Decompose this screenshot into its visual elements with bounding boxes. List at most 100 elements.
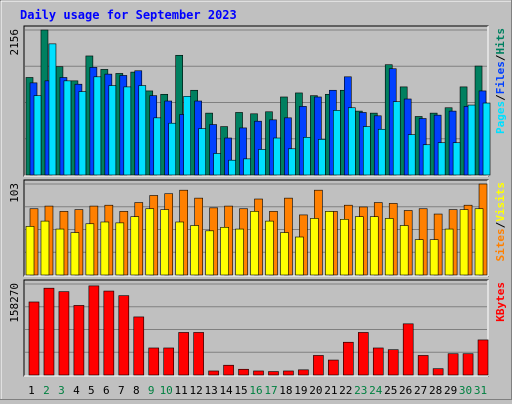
bar-kbytes-day-7 <box>118 295 130 376</box>
bar-kbytes-day-14 <box>223 364 234 376</box>
legend-part: / <box>494 94 507 101</box>
y-max-label: 2156 <box>8 29 21 56</box>
bar-sites-day-16 <box>250 211 259 276</box>
x-tick-label: 25 <box>384 384 397 397</box>
bar-pages-day-1 <box>33 95 42 176</box>
x-tick-label: 5 <box>88 384 95 397</box>
bar-pages-day-2 <box>48 43 57 176</box>
x-tick-label: 26 <box>399 384 412 397</box>
x-tick-label: 2 <box>43 384 50 397</box>
series-pages <box>33 43 491 176</box>
y-max-label: 103 <box>8 183 21 203</box>
chart-title: Daily usage for September 2023 <box>20 8 237 22</box>
x-tick-label: 28 <box>429 384 442 397</box>
bar-pages-day-16 <box>258 149 266 176</box>
bar-pages-day-7 <box>123 86 132 176</box>
bar-pages-day-18 <box>288 148 296 176</box>
bar-pages-day-13 <box>213 153 221 176</box>
x-tick-label: 13 <box>204 384 217 397</box>
bar-sites-day-21 <box>325 211 334 276</box>
bar-kbytes-day-4 <box>73 305 85 376</box>
bar-files-day-20 <box>314 96 322 176</box>
bar-kbytes-day-6 <box>103 290 115 376</box>
bar-kbytes-day-18 <box>283 370 294 376</box>
bar-sites-day-29 <box>444 228 454 276</box>
bar-sites-day-17 <box>265 220 274 276</box>
bar-kbytes-day-10 <box>163 347 175 376</box>
bar-kbytes-day-22 <box>343 341 354 376</box>
bar-sites-day-28 <box>429 239 439 276</box>
x-tick-label: 15 <box>234 384 247 397</box>
x-tick-label: 21 <box>324 384 337 397</box>
x-tick-label: 27 <box>414 384 427 397</box>
bar-sites-day-14 <box>220 226 229 276</box>
bar-pages-day-25 <box>392 101 401 176</box>
x-tick-label: 30 <box>459 384 472 397</box>
bar-pages-day-8 <box>138 85 147 176</box>
legend-part: / <box>494 221 507 228</box>
legend-part: KBytes <box>494 282 507 322</box>
bar-sites-day-30 <box>459 209 469 276</box>
x-tick-label: 16 <box>249 384 262 397</box>
bar-kbytes-day-15 <box>238 368 249 376</box>
bar-kbytes-day-21 <box>328 359 339 376</box>
chart-panels: 2156 Pages/Files/Hits 103 Sites/Visits 15827… <box>8 25 507 377</box>
legend-part: Files <box>494 61 507 94</box>
bar-kbytes-day-12 <box>193 332 204 376</box>
bar-kbytes-day-11 <box>178 332 189 376</box>
x-tick-label: 20 <box>309 384 322 397</box>
bar-sites-day-23 <box>354 216 364 276</box>
bar-pages-day-28 <box>437 142 446 176</box>
bar-kbytes-day-16 <box>253 370 264 376</box>
bar-sites-day-31 <box>474 208 484 276</box>
bar-sites-day-27 <box>414 239 424 276</box>
bar-pages-day-19 <box>303 137 311 176</box>
bar-pages-day-22 <box>348 107 356 176</box>
x-tick-label: 8 <box>133 384 140 397</box>
panel-legend: Pages/Files/Hits <box>494 28 507 134</box>
bar-sites-day-6 <box>100 221 110 276</box>
bar-pages-day-26 <box>407 134 416 176</box>
bar-pages-day-29 <box>452 142 461 176</box>
bar-kbytes-day-28 <box>432 368 444 376</box>
x-tick-label: 6 <box>103 384 110 397</box>
bar-pages-day-20 <box>318 139 326 176</box>
x-tick-label: 31 <box>474 384 487 397</box>
bar-kbytes-day-17 <box>268 371 279 376</box>
bar-kbytes-day-2 <box>43 287 55 376</box>
bar-pages-day-31 <box>482 102 491 176</box>
x-tick-label: 10 <box>160 384 173 397</box>
x-tick-label: 3 <box>58 384 65 397</box>
series-files <box>29 67 487 176</box>
bar-sites-day-20 <box>310 218 319 276</box>
bar-kbytes-day-24 <box>372 347 384 376</box>
x-tick-label: 29 <box>444 384 457 397</box>
legend-part: Sites <box>494 228 507 261</box>
legend-part: Hits <box>494 28 507 55</box>
bar-sites-day-12 <box>190 225 199 276</box>
bar-pages-day-14 <box>228 159 236 176</box>
panel-legend: Sites/Visits <box>494 182 507 262</box>
x-tick-label: 1 <box>28 384 35 397</box>
bar-kbytes-day-19 <box>298 369 309 376</box>
bar-files-day-18 <box>284 117 292 176</box>
legend-part: / <box>494 54 507 61</box>
series-kbytes <box>28 285 489 376</box>
panel-visits-sites: 103 Sites/Visits <box>8 179 507 277</box>
bar-pages-day-21 <box>333 110 341 176</box>
x-tick-label: 23 <box>354 384 367 397</box>
x-tick-label: 7 <box>118 384 125 397</box>
bar-sites-day-7 <box>115 222 125 276</box>
bar-sites-day-1 <box>25 226 35 276</box>
panel-kbytes: 158270 KBytes <box>8 279 507 377</box>
bar-sites-day-2 <box>40 220 50 276</box>
bar-sites-day-10 <box>160 209 170 276</box>
x-tick-label: 11 <box>175 384 188 397</box>
x-tick-label: 12 <box>190 384 203 397</box>
bar-kbytes-day-9 <box>148 347 160 376</box>
bar-pages-day-5 <box>93 76 102 176</box>
x-tick-label: 14 <box>219 384 233 397</box>
bar-files-day-14 <box>224 137 232 176</box>
bar-kbytes-day-30 <box>462 353 474 376</box>
